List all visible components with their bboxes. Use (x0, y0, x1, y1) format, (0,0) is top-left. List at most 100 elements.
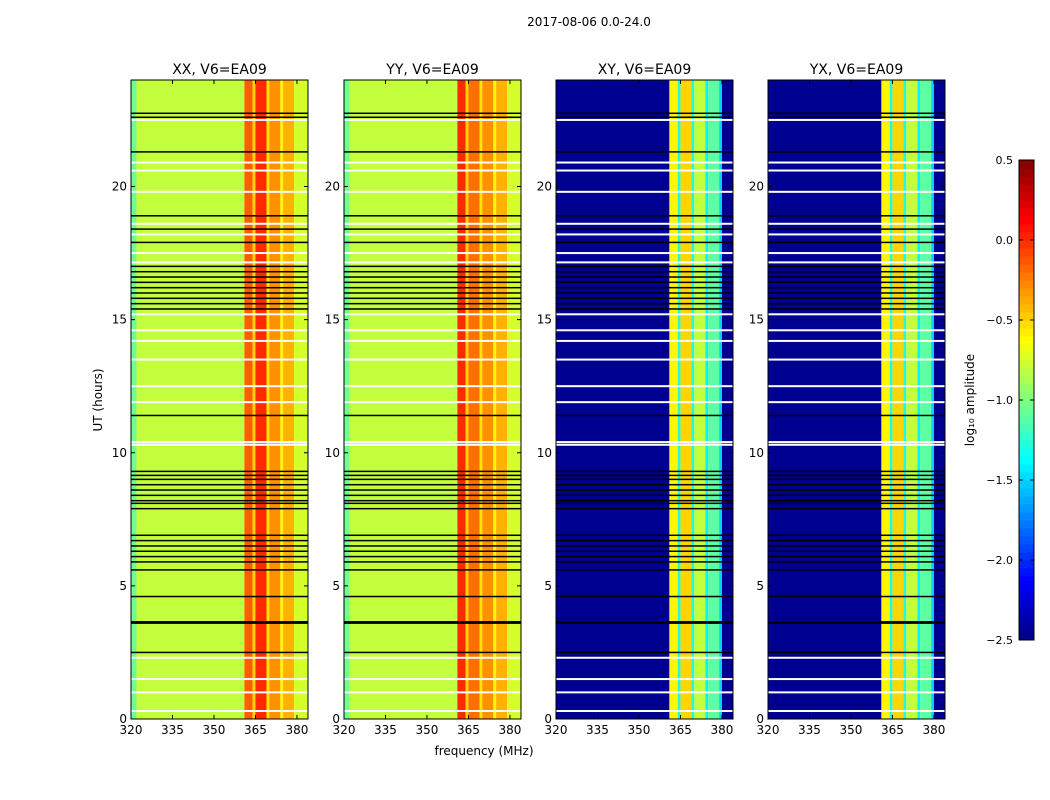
flag-line-black (768, 286, 945, 289)
flag-line-white (131, 441, 308, 444)
flag-line-white (131, 443, 308, 446)
heatmap-band (694, 80, 706, 719)
panel-frame (130, 79, 309, 720)
x-tick-label: 350 (840, 723, 863, 737)
colorbar-segment (1019, 488, 1034, 497)
flag-line-black (556, 276, 733, 278)
y-tick-label: 0 (332, 712, 340, 726)
flag-line-white (344, 329, 521, 332)
flag-line-white (556, 339, 733, 342)
flag-line-white (131, 190, 308, 193)
flag-line-black (768, 499, 945, 502)
flag-line-black (344, 270, 521, 273)
heatmap-band (465, 80, 469, 719)
colorbar-segment (1019, 552, 1034, 561)
heatmap-band (680, 80, 692, 719)
colorbar-segment (1019, 608, 1034, 617)
flag-line-black (344, 555, 521, 558)
flag-line-black (768, 151, 945, 153)
heatmap-band (255, 80, 267, 719)
panel-yx: YX, V6=EA09 320 335 350 365 380 0 5 10 15 20 (749, 62, 946, 737)
flag-line-black (768, 494, 945, 497)
panel-frame (343, 79, 522, 720)
flag-line-black (768, 228, 945, 230)
flag-line-white (131, 358, 308, 361)
x-tick-label: 320 (545, 723, 568, 737)
flag-line-white (768, 656, 945, 659)
heatmap-band (244, 80, 253, 719)
colorbar-segment (1019, 376, 1034, 385)
colorbar-segment (1019, 296, 1034, 305)
flag-line-black (768, 292, 945, 294)
flag-line-black (556, 228, 733, 230)
flag-line-white (556, 169, 733, 172)
y-tick-label: 20 (325, 180, 340, 194)
flag-line-black (344, 483, 521, 486)
flag-line-black (131, 276, 308, 278)
colorbar-segment (1019, 528, 1034, 537)
y-tick-label: 20 (749, 180, 764, 194)
x-tick-label: 320 (333, 723, 356, 737)
flag-line-white (768, 710, 945, 713)
colorbar-segment (1019, 288, 1034, 297)
y-tick-label: 5 (119, 579, 127, 593)
colorbar-segment (1019, 336, 1034, 345)
y-tick-label: 0 (756, 712, 764, 726)
flag-line-white (768, 385, 945, 388)
flag-line-white (556, 190, 733, 193)
flag-line-black (768, 483, 945, 486)
flag-line-black (556, 502, 733, 505)
flag-line-black (768, 478, 945, 481)
flag-line-white (556, 678, 733, 681)
colorbar-segment (1019, 360, 1034, 369)
colorbar-segment (1019, 224, 1034, 233)
flag-line-black (131, 302, 308, 305)
flag-line-black (344, 651, 521, 654)
y-tick-label: 5 (332, 579, 340, 593)
flag-line-black (344, 241, 521, 244)
flag-line-white (344, 710, 521, 713)
flag-line-black (344, 489, 521, 491)
y-tick-label: 15 (325, 313, 340, 327)
flag-line-black (768, 308, 945, 310)
flag-line-white (556, 118, 733, 121)
y-tick-label: 20 (112, 180, 127, 194)
panel-title: XX, V6=EA09 (172, 62, 267, 78)
panel-frame (767, 79, 946, 720)
flag-line-white (131, 252, 308, 255)
flag-line-white (131, 691, 308, 694)
colorbar-segment (1019, 456, 1034, 465)
flag-line-black (131, 215, 308, 217)
flag-line-black (768, 474, 945, 477)
flag-line-black (344, 286, 521, 289)
flag-line-black (131, 651, 308, 654)
flag-line-black (131, 569, 308, 571)
flag-line-black (768, 112, 945, 115)
heatmap-band (266, 80, 270, 719)
flag-line-black (131, 151, 308, 153)
flag-line-black (556, 621, 733, 623)
flag-line-black (344, 502, 521, 505)
flag-line-white (344, 443, 521, 446)
colorbar-segment (1019, 472, 1034, 481)
colorbar-tick-label: −1.5 (986, 474, 1013, 487)
flag-line-black (556, 112, 733, 115)
flag-line-white (131, 169, 308, 172)
flag-line-black (556, 555, 733, 558)
flag-line-white (768, 358, 945, 361)
flag-line-black (344, 569, 521, 571)
flag-line-black (768, 534, 945, 537)
heatmap-band (280, 80, 284, 719)
flag-line-white (344, 401, 521, 404)
flag-line-black (344, 281, 521, 284)
colorbar-segment (1019, 480, 1034, 489)
x-tick-label: 380 (285, 723, 308, 737)
flag-line-black (768, 555, 945, 558)
flag-line-black (131, 539, 308, 542)
colorbar-segment (1019, 368, 1034, 377)
flag-line-white (768, 233, 945, 236)
flag-line-white (556, 252, 733, 255)
colorbar-segment (1019, 584, 1034, 593)
flag-line-white (768, 252, 945, 255)
flag-line-black (344, 470, 521, 473)
